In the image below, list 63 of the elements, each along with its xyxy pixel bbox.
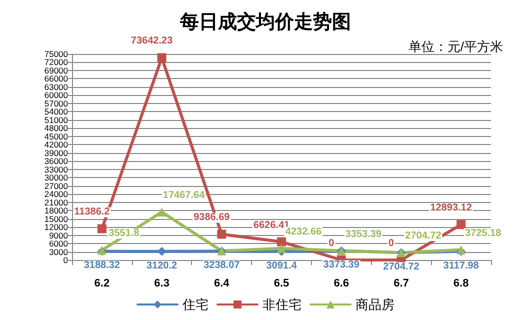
x-tick-label: 6.2 xyxy=(94,278,110,290)
data-label: 9386.69 xyxy=(194,212,230,224)
data-label: 3091.4 xyxy=(266,260,298,272)
y-tick-label: 72000 xyxy=(44,57,68,68)
y-tick-label: 42000 xyxy=(44,140,68,150)
point xyxy=(277,237,286,246)
x-tick-label: 6.3 xyxy=(154,278,170,290)
x-tick-label: 6.8 xyxy=(453,278,469,290)
y-tick-label: 3000 xyxy=(49,246,68,257)
y-tick-label: 69000 xyxy=(44,65,68,76)
point xyxy=(97,224,106,234)
legend-label: 非住宅 xyxy=(262,297,302,312)
legend-label: 住宅 xyxy=(182,297,208,312)
x-tick-label: 6.4 xyxy=(214,278,230,290)
x-tick-label: 6.6 xyxy=(334,278,350,290)
y-tick-label: 6000 xyxy=(49,238,68,249)
y-tick-label: 63000 xyxy=(44,82,68,92)
data-label: 2704.72 xyxy=(405,230,442,242)
y-tick-label: 39000 xyxy=(44,148,68,158)
data-label: 3353.39 xyxy=(345,228,382,240)
data-label: 73642.23 xyxy=(130,36,174,47)
y-tick-label: 57000 xyxy=(44,98,68,108)
y-tick-label: 15000 xyxy=(44,214,68,224)
y-tick-label: 54000 xyxy=(44,106,68,117)
point xyxy=(217,230,226,239)
point xyxy=(277,244,286,253)
y-tick-label: 60000 xyxy=(44,90,68,100)
y-tick-label: 21000 xyxy=(44,197,68,208)
x-tick-label: 6.7 xyxy=(394,278,409,290)
y-tick-label: 9000 xyxy=(49,230,68,240)
y-tick-label: 24000 xyxy=(44,189,68,200)
legend-label: 商品房 xyxy=(356,297,394,312)
data-label: 3725.18 xyxy=(464,228,502,239)
y-tick-label: 27000 xyxy=(44,180,68,191)
text: 单位：元/平方米 xyxy=(408,39,504,54)
data-label: 3238.07 xyxy=(204,260,240,272)
chart-title: 每日成交均价走势图 xyxy=(179,11,351,33)
y-tick-label: 75000 xyxy=(44,49,68,59)
y-tick-label: 48000 xyxy=(44,123,68,134)
y-tick-label: 18000 xyxy=(44,206,68,216)
data-label: 2704.72 xyxy=(383,262,420,273)
data-label: 11386.2 xyxy=(74,206,110,218)
point xyxy=(157,53,166,62)
y-tick-label: 45000 xyxy=(44,131,68,142)
y-tick-label: 12000 xyxy=(44,222,68,232)
x-tick-label: 6.5 xyxy=(274,278,290,290)
data-label: 3188.32 xyxy=(84,260,120,272)
point xyxy=(157,208,166,217)
point xyxy=(456,220,466,230)
y-tick-label: 33000 xyxy=(44,164,68,174)
data-label: 17467.64 xyxy=(162,190,206,202)
y-tick-label: 51000 xyxy=(44,114,68,125)
data-label: 12893.12 xyxy=(430,202,472,214)
data-label: 0 xyxy=(328,238,335,249)
y-tick-label: 30000 xyxy=(44,172,68,183)
data-label: 0 xyxy=(388,238,394,249)
data-label: 3117.98 xyxy=(443,260,480,272)
y-tick-label: 36000 xyxy=(44,156,68,166)
data-label: 3373.39 xyxy=(323,260,360,271)
y-tick-label: 66000 xyxy=(44,74,68,84)
data-label: 4232.66 xyxy=(285,226,322,238)
data-label: 3120.2 xyxy=(146,260,178,272)
data-label: 3551.8 xyxy=(108,228,140,240)
